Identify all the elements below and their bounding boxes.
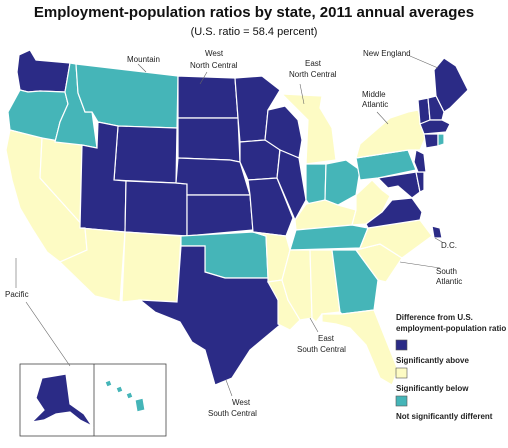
label-dc: D.C. (441, 241, 457, 250)
state-connecticut (423, 133, 439, 149)
legend-label-not-different: Not significantly different (396, 412, 493, 421)
state-nebraska (175, 157, 251, 196)
label-mountain: Mountain (127, 55, 160, 64)
legend-swatch-above (395, 339, 408, 351)
legend-label-above: Significantly above (396, 356, 469, 365)
legend-swatch-below (395, 395, 408, 407)
label-west-south-central-line1: West (232, 398, 251, 407)
legend: Difference from U.S. employment-populati… (395, 313, 506, 421)
state-new-jersey (413, 149, 427, 173)
label-east-north-central-line1: East (305, 59, 322, 68)
label-east-south-central-line2: South Central (297, 345, 346, 354)
label-west-north-central-line2: North Central (190, 61, 238, 70)
state-virginia (365, 197, 423, 229)
label-east-north-central-line2: North Central (289, 70, 337, 79)
state-wisconsin (264, 105, 303, 159)
label-new-england: New England (363, 49, 411, 58)
label-middle-atlantic-line2: Atlantic (362, 100, 388, 109)
legend-label-below: Significantly below (396, 384, 469, 393)
state-illinois (276, 149, 307, 222)
state-new-hampshire (427, 95, 445, 121)
label-south-atlantic-line2: Atlantic (436, 277, 462, 286)
state-new-mexico (121, 231, 182, 303)
label-south-atlantic-line1: South (436, 267, 457, 276)
label-east-south-central-line1: East (318, 334, 335, 343)
state-kansas (186, 194, 254, 237)
map-title: Employment-population ratios by state, 2… (33, 4, 475, 21)
state-wyoming (113, 125, 178, 184)
legend-title-line1: Difference from U.S. (396, 313, 473, 322)
state-michigan (280, 93, 337, 165)
state-south-dakota (177, 117, 241, 163)
state-washington (16, 49, 71, 93)
state-florida (321, 309, 399, 386)
map-subtitle: (U.S. ratio = 58.4 percent) (190, 26, 318, 38)
state-ohio (324, 159, 361, 206)
label-west-south-central-line2: South Central (208, 409, 257, 418)
legend-title-line2: employment-population ratio (396, 324, 506, 333)
state-hawaii (104, 379, 146, 413)
legend-swatch-not-different (395, 367, 408, 379)
state-north-dakota (177, 75, 239, 119)
state-texas (138, 245, 281, 386)
state-rhode-island (437, 133, 445, 147)
label-pacific: Pacific (5, 290, 29, 299)
state-massachusetts (419, 119, 451, 135)
state-alaska (30, 373, 94, 428)
state-colorado (124, 180, 188, 237)
label-west-north-central-line1: West (205, 49, 224, 58)
state-dc (431, 225, 443, 239)
label-middle-atlantic-line1: Middle (362, 90, 386, 99)
